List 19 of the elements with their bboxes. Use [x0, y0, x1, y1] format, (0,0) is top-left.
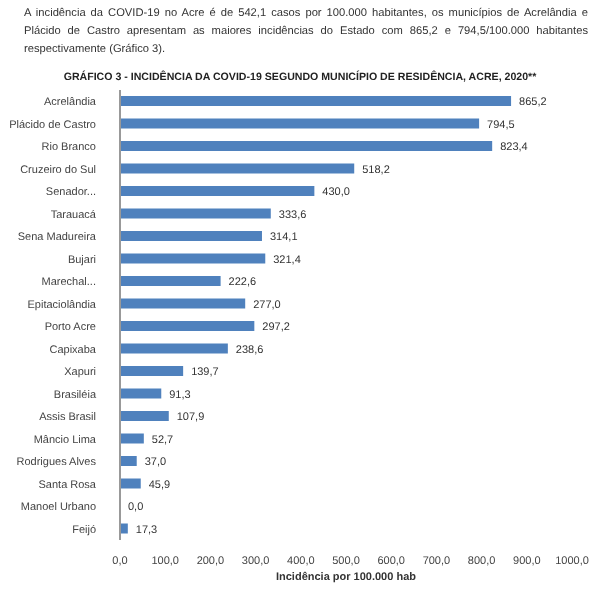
- bar: [120, 343, 228, 354]
- bar: [120, 298, 246, 309]
- bar: [120, 456, 137, 466]
- bar: [120, 523, 128, 534]
- bar: [120, 141, 493, 151]
- bar: [120, 253, 266, 264]
- bar: [120, 321, 255, 331]
- bar: [120, 433, 144, 444]
- bar: [120, 478, 141, 489]
- bar: [120, 276, 221, 286]
- bar: [120, 208, 271, 219]
- bar: [120, 411, 169, 421]
- bar: [120, 186, 315, 196]
- bar: [120, 366, 184, 376]
- bar: [120, 163, 355, 174]
- bar: [120, 231, 262, 241]
- bar: [120, 96, 512, 106]
- bar: [120, 118, 480, 129]
- bar: [120, 388, 162, 399]
